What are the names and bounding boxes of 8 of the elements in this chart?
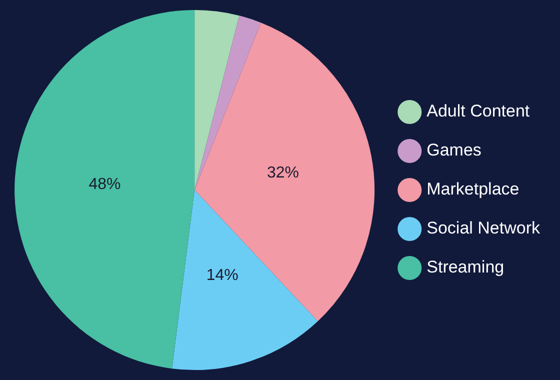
data-label: 32% [266,164,299,182]
data-label: 48% [88,176,121,193]
data-label: 14% [206,267,238,284]
legend-label: Marketplace [426,180,520,199]
legend-label: Adult Content [426,102,530,121]
legend-label: Streaming [426,258,504,277]
legend-label: Social Network [426,218,540,238]
legend-label: Games [426,140,482,160]
